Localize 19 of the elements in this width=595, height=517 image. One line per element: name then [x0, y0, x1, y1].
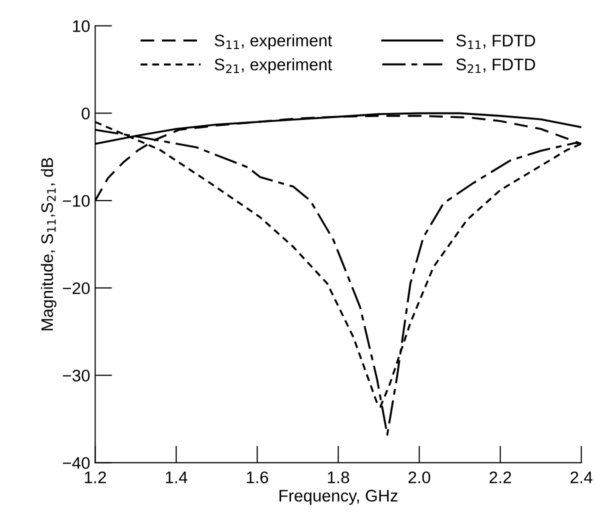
legend-label: S$_{21}$, experiment: [214, 58, 332, 74]
y-tick-label: 0: [82, 108, 90, 120]
y-tick-label: −20: [62, 282, 90, 294]
legend-label: S$_{21}$, FDTD: [456, 58, 536, 73]
x-tick-label: 1.6: [246, 471, 268, 484]
x-tick-label: 1.4: [166, 472, 188, 484]
x-axis-title: Frequency, GHz: [280, 490, 398, 505]
y-tick-label: 10: [73, 20, 90, 32]
y-tick-label: −10: [62, 194, 90, 207]
legend-label: S$_{11}$, FDTD: [456, 34, 536, 50]
y-axis-title: Magnitude, S$_{11}$,S$_{21}$, dB: [40, 158, 56, 330]
x-tick-label: 2.0: [408, 471, 430, 484]
legend-label: S$_{11}$, experiment: [214, 34, 332, 50]
x-tick-label: 1.8: [328, 471, 350, 484]
y-tick-label: −30: [62, 370, 90, 382]
x-tick-label: 2.4: [570, 471, 592, 484]
y-tick-label: −40: [62, 457, 90, 469]
x-tick-label: 2.2: [490, 471, 512, 484]
x-tick-label: 1.2: [84, 471, 106, 484]
